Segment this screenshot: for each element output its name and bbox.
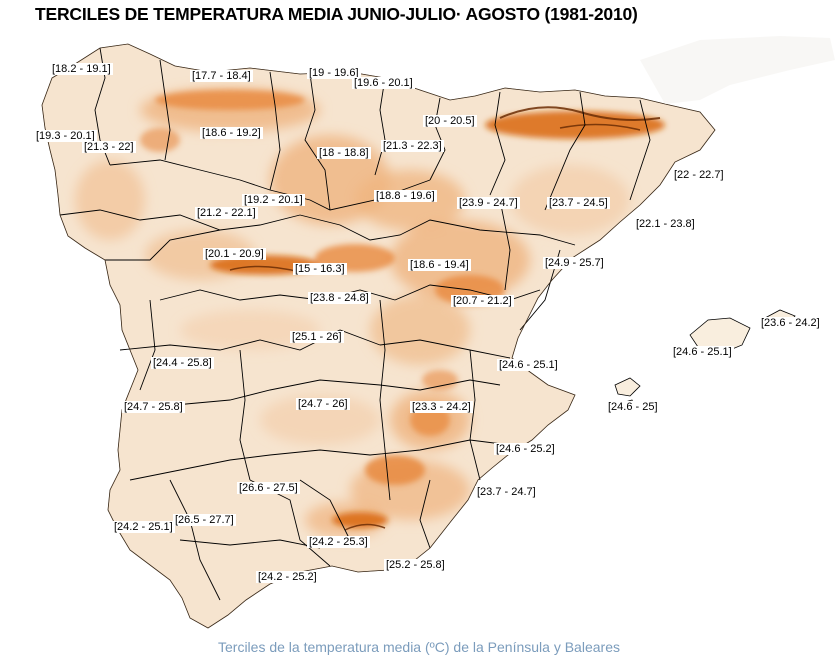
tercile-label: [23.9 - 24.7] <box>457 197 520 209</box>
tercile-label: [19 - 19.6] <box>307 67 361 79</box>
map-title: TERCILES DE TEMPERATURA MEDIA JUNIO-JULI… <box>35 4 638 24</box>
tercile-label: [17.7 - 18.4] <box>190 70 253 82</box>
map-area <box>0 28 838 640</box>
france-terrain <box>640 36 835 104</box>
tercile-label: [24.4 - 25.8] <box>151 357 214 369</box>
zone-borders <box>59 47 651 601</box>
tercile-label: [24.6 - 25] <box>606 401 660 413</box>
tercile-label: [15 - 16.3] <box>293 263 347 275</box>
tercile-label: [18.8 - 19.6] <box>374 190 437 202</box>
temperature-map <box>41 36 835 629</box>
tercile-label: [19.2 - 20.1] <box>242 194 305 206</box>
tercile-label: [19.6 - 20.1] <box>352 77 415 89</box>
tercile-label: [18.2 - 19.1] <box>50 63 113 75</box>
tercile-label: [18.6 - 19.2] <box>200 127 263 139</box>
tercile-label: [20 - 20.5] <box>423 115 477 127</box>
tercile-label: [23.8 - 24.8] <box>308 292 371 304</box>
tercile-label: [23.3 - 24.2] <box>410 401 473 413</box>
tercile-label: [21.2 - 22.1] <box>195 207 258 219</box>
tercile-label: [24.9 - 25.7] <box>543 257 606 269</box>
tercile-label: [18.6 - 19.4] <box>408 259 471 271</box>
tercile-label: [23.7 - 24.7] <box>475 486 538 498</box>
tercile-label: [21.3 - 22.3] <box>381 140 444 152</box>
tercile-label: [22 - 22.7] <box>672 169 726 181</box>
tercile-label: [24.2 - 25.3] <box>307 536 370 548</box>
tercile-label: [25.2 - 25.8] <box>384 559 447 571</box>
tercile-label: [20.1 - 20.9] <box>203 248 266 260</box>
tercile-label: [23.7 - 24.5] <box>547 197 610 209</box>
tercile-label: [24.6 - 25.1] <box>497 359 560 371</box>
tercile-label: [24.2 - 25.2] <box>256 571 319 583</box>
tercile-label: [25.1 - 26] <box>290 331 344 343</box>
coastline <box>41 43 716 629</box>
tercile-label: [19.3 - 20.1] <box>34 130 97 142</box>
tercile-label: [20.7 - 21.2] <box>451 295 514 307</box>
tercile-label: [26.5 - 27.7] <box>173 514 236 526</box>
tercile-label: [26.6 - 27.5] <box>237 482 300 494</box>
tercile-label: [18 - 18.8] <box>317 147 371 159</box>
tercile-label: [24.6 - 25.1] <box>671 346 734 358</box>
tercile-label: [23.6 - 24.2] <box>759 317 822 329</box>
tercile-label: [21.3 - 22] <box>82 141 136 153</box>
tercile-label: [22.1 - 23.8] <box>634 218 697 230</box>
tercile-label: [24.7 - 26] <box>296 398 350 410</box>
map-caption: Terciles de la temperatura media (ºC) de… <box>218 639 620 655</box>
tercile-label: [24.7 - 25.8] <box>122 401 185 413</box>
tercile-label: [24.6 - 25.2] <box>494 443 557 455</box>
tercile-label: [24.2 - 25.1] <box>112 521 175 533</box>
